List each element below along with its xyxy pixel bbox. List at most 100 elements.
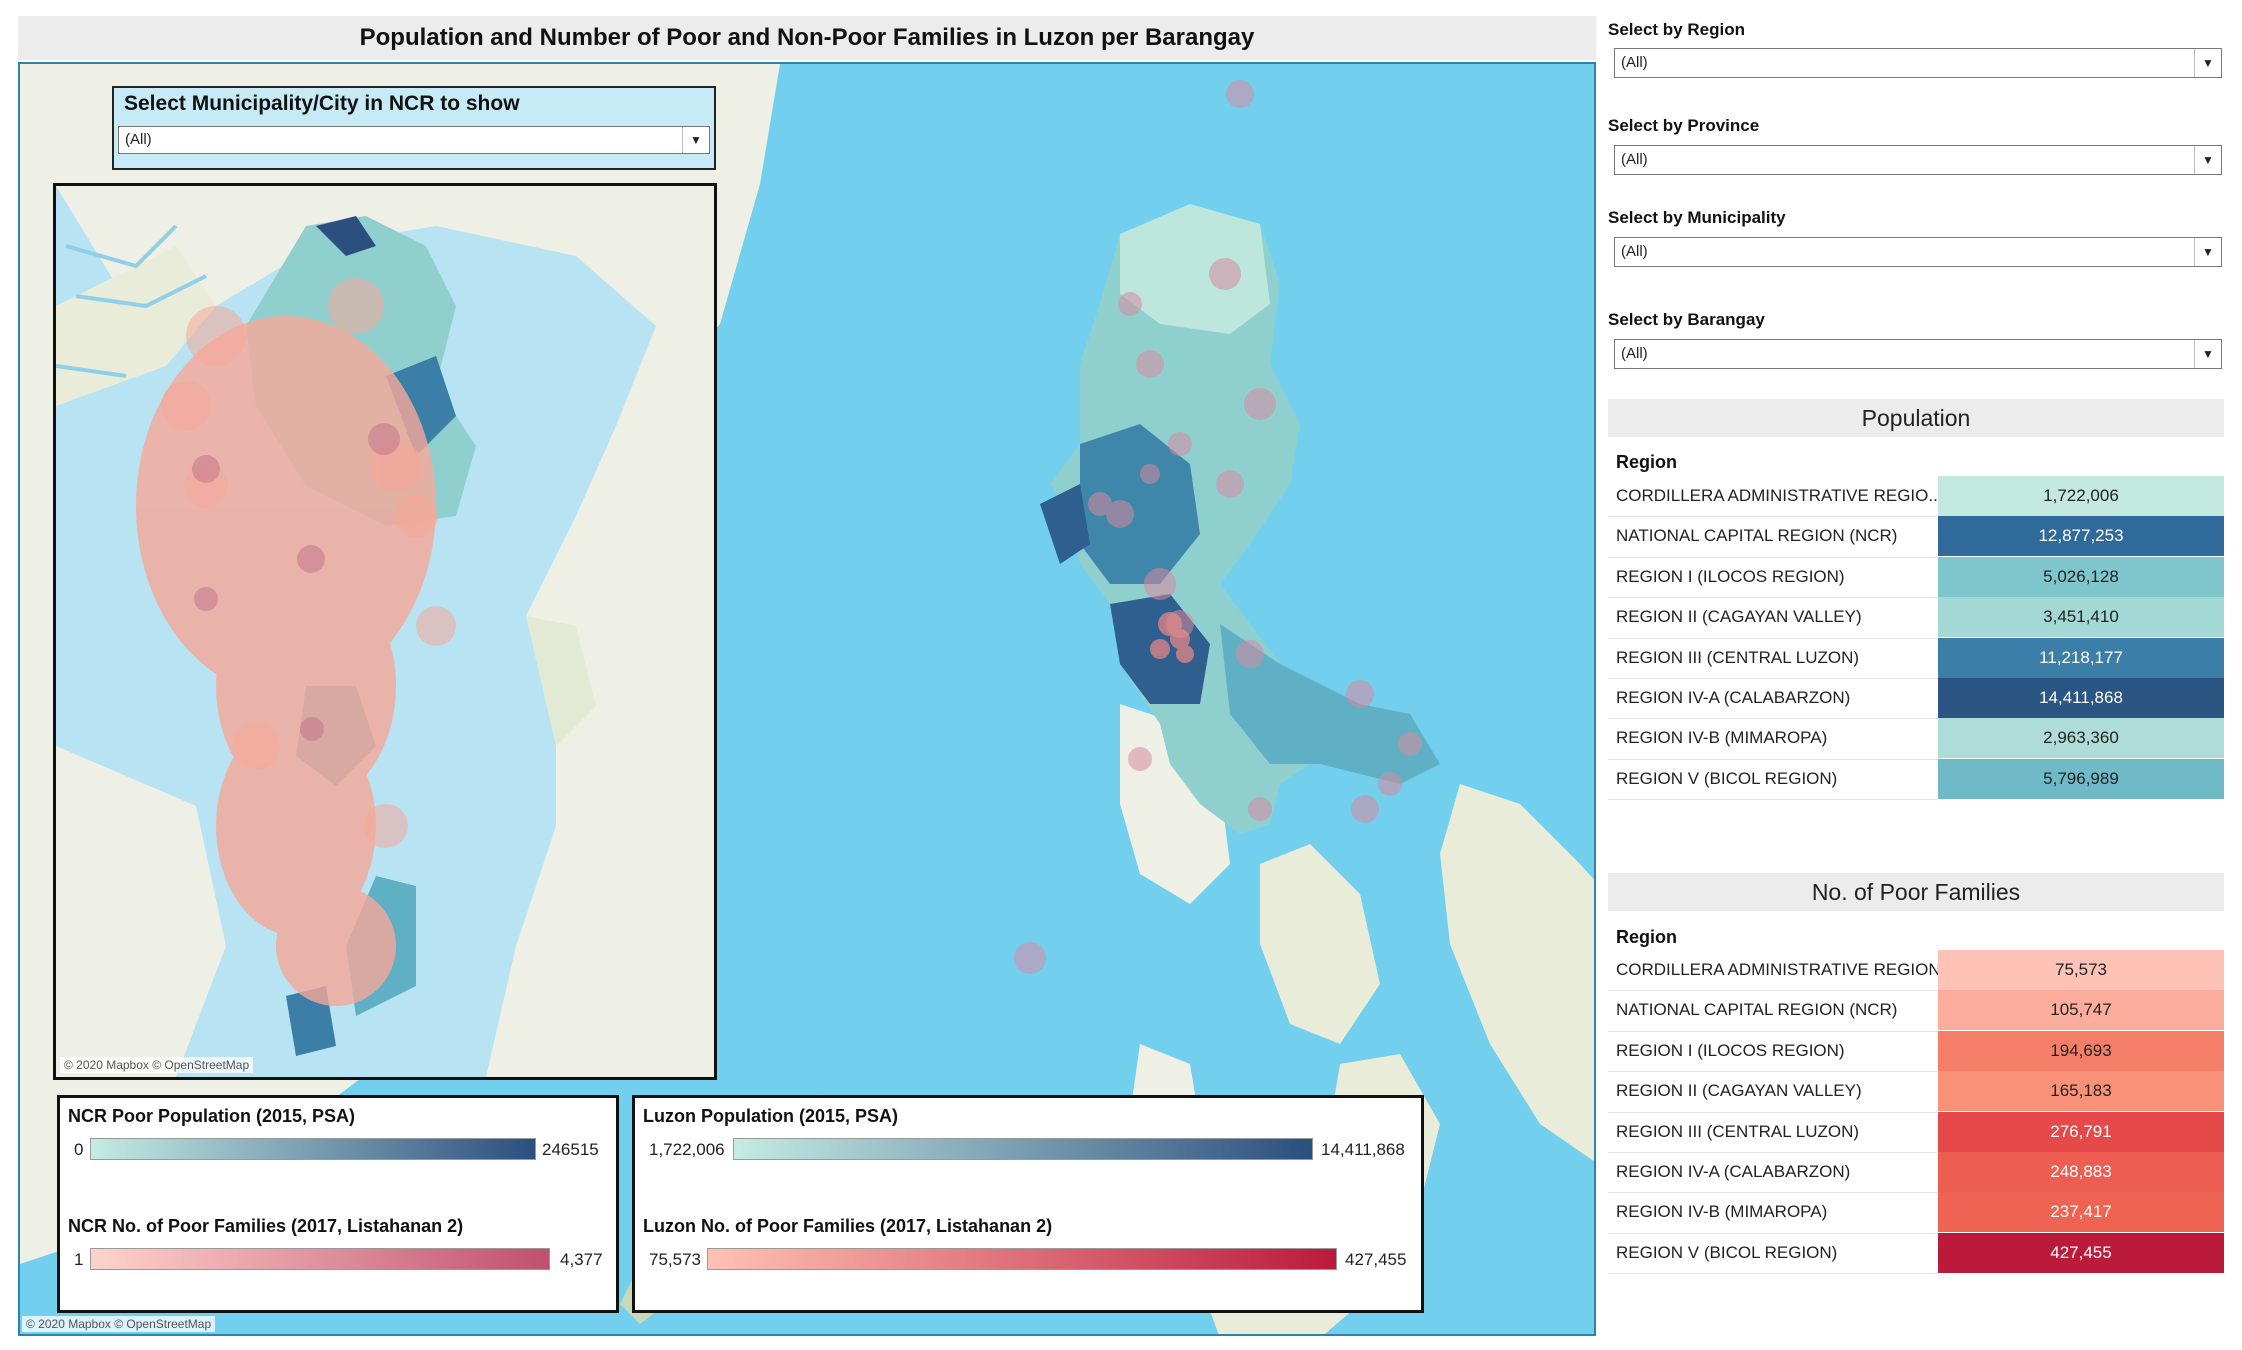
- table-row[interactable]: REGION IV-A (CALABARZON) 248,883: [1608, 1152, 2224, 1192]
- region-name: NATIONAL CAPITAL REGION (NCR): [1616, 1000, 1898, 1020]
- row-divider: [1608, 990, 1938, 992]
- population-table-title: Population: [1608, 399, 2224, 437]
- luzon-poor-gradient: [707, 1248, 1337, 1270]
- table-row[interactable]: REGION V (BICOL REGION) 5,796,989: [1608, 758, 2224, 799]
- region-name: REGION V (BICOL REGION): [1616, 1242, 1838, 1262]
- ncr-poor-legend-title: NCR No. of Poor Families (2017, Listahan…: [68, 1216, 464, 1236]
- row-divider: [1608, 1192, 1938, 1194]
- province-dropdown[interactable]: (All) ▼: [1614, 145, 2222, 175]
- table-row[interactable]: REGION V (BICOL REGION) 427,455: [1608, 1232, 2224, 1273]
- ncr-dropdown-value: (All): [125, 131, 152, 148]
- table-row[interactable]: NATIONAL CAPITAL REGION (NCR) 105,747: [1608, 990, 2224, 1031]
- poor-families-column-header: Region: [1616, 927, 1677, 947]
- luzon-poor-legend-title: Luzon No. of Poor Families (2017, Listah…: [643, 1216, 1053, 1236]
- region-name: REGION II (CAGAYAN VALLEY): [1616, 1081, 1862, 1101]
- region-name: REGION IV-B (MIMAROPA): [1616, 728, 1828, 748]
- chevron-down-icon[interactable]: ▼: [2194, 49, 2221, 77]
- table-row[interactable]: NATIONAL CAPITAL REGION (NCR) 12,877,253: [1608, 516, 2224, 557]
- value-cell: 427,455: [1938, 1232, 2224, 1273]
- table-row[interactable]: REGION III (CENTRAL LUZON) 11,218,177: [1608, 637, 2224, 678]
- chevron-down-icon[interactable]: ▼: [2194, 340, 2221, 368]
- row-divider: [1608, 1232, 1938, 1234]
- region-name: NATIONAL CAPITAL REGION (NCR): [1616, 526, 1898, 546]
- value-cell: 105,747: [1938, 990, 2224, 1031]
- table-row[interactable]: REGION I (ILOCOS REGION) 194,693: [1608, 1030, 2224, 1071]
- luzon-pop-legend-title: Luzon Population (2015, PSA): [643, 1106, 899, 1126]
- chevron-down-icon[interactable]: ▼: [682, 127, 709, 153]
- ncr-inset-map[interactable]: © 2020 Mapbox © OpenStreetMap: [53, 183, 717, 1080]
- row-divider: [1608, 1071, 1938, 1073]
- luzon-poor-legend-max: 427,455: [1345, 1250, 1407, 1269]
- row-divider: [1608, 556, 1938, 558]
- row-divider: [1608, 758, 1938, 760]
- table-row[interactable]: REGION IV-A (CALABARZON) 14,411,868: [1608, 678, 2224, 718]
- table-row[interactable]: REGION I (ILOCOS REGION) 5,026,128: [1608, 556, 2224, 597]
- value-cell: 5,026,128: [1938, 556, 2224, 597]
- row-divider: [1608, 1273, 1938, 1275]
- region-name: REGION IV-A (CALABARZON): [1616, 1162, 1851, 1181]
- table-row[interactable]: REGION IV-B (MIMAROPA) 2,963,360: [1608, 718, 2224, 759]
- row-divider: [1608, 1111, 1938, 1113]
- region-name: CORDILLERA ADMINISTRATIVE REGION..: [1616, 960, 1946, 979]
- table-row[interactable]: REGION IV-B (MIMAROPA) 237,417: [1608, 1192, 2224, 1233]
- region-name: CORDILLERA ADMINISTRATIVE REGIO..: [1616, 486, 1938, 505]
- ncr-poor-gradient: [90, 1248, 550, 1270]
- table-row[interactable]: REGION II (CAGAYAN VALLEY) 165,183: [1608, 1071, 2224, 1112]
- province-filter-label: Select by Province: [1608, 116, 1760, 135]
- ncr-filter-label: Select Municipality/City in NCR to show: [124, 92, 520, 115]
- ncr-legend: NCR Poor Population (2015, PSA) 0 246515…: [57, 1095, 619, 1313]
- table-row[interactable]: REGION III (CENTRAL LUZON) 276,791: [1608, 1111, 2224, 1152]
- ncr-inset-graphic: [56, 186, 714, 1077]
- row-divider: [1608, 637, 1938, 639]
- ncr-pop-gradient: [90, 1138, 536, 1160]
- region-name: REGION III (CENTRAL LUZON): [1616, 647, 1860, 667]
- barangay-dropdown[interactable]: (All) ▼: [1614, 339, 2222, 369]
- value-cell: 2,963,360: [1938, 718, 2224, 759]
- region-name: REGION I (ILOCOS REGION): [1616, 566, 1845, 586]
- row-divider: [1608, 799, 1938, 801]
- ncr-municipality-filter: Select Municipality/City in NCR to show …: [112, 86, 716, 170]
- luzon-pop-legend-min: 1,722,006: [649, 1140, 725, 1159]
- province-dropdown-value: (All): [1621, 151, 1648, 168]
- region-dropdown-value: (All): [1621, 54, 1648, 71]
- row-divider: [1608, 1030, 1938, 1032]
- region-filter-label: Select by Region: [1608, 20, 1745, 39]
- value-cell: 11,218,177: [1938, 637, 2224, 678]
- luzon-poor-legend-min: 75,573: [649, 1250, 701, 1269]
- luzon-pop-legend-max: 14,411,868: [1321, 1140, 1405, 1159]
- value-cell: 1,722,006: [1938, 476, 2224, 516]
- barangay-dropdown-value: (All): [1621, 345, 1648, 362]
- table-row[interactable]: REGION II (CAGAYAN VALLEY) 3,451,410: [1608, 597, 2224, 638]
- region-dropdown[interactable]: (All) ▼: [1614, 48, 2222, 78]
- table-row[interactable]: CORDILLERA ADMINISTRATIVE REGIO.. 1,722,0…: [1608, 476, 2224, 516]
- barangay-filter-label: Select by Barangay: [1608, 310, 1765, 329]
- row-divider: [1608, 516, 1938, 518]
- value-cell: 5,796,989: [1938, 758, 2224, 799]
- municipality-filter-label: Select by Municipality: [1608, 208, 1786, 227]
- value-cell: 14,411,868: [1938, 678, 2224, 718]
- region-name: REGION IV-B (MIMAROPA): [1616, 1202, 1828, 1222]
- map-attribution: © 2020 Mapbox © OpenStreetMap: [22, 1316, 216, 1332]
- region-name: REGION IV-A (CALABARZON): [1616, 688, 1851, 707]
- value-cell: 248,883: [1938, 1152, 2224, 1192]
- region-name: REGION III (CENTRAL LUZON): [1616, 1121, 1860, 1141]
- chevron-down-icon[interactable]: ▼: [2194, 238, 2221, 266]
- region-name: REGION I (ILOCOS REGION): [1616, 1040, 1845, 1060]
- ncr-pop-legend-title: NCR Poor Population (2015, PSA): [68, 1106, 356, 1126]
- luzon-legend: Luzon Population (2015, PSA) 1,722,006 1…: [632, 1095, 1424, 1313]
- municipality-dropdown[interactable]: (All) ▼: [1614, 237, 2222, 267]
- chevron-down-icon[interactable]: ▼: [2194, 146, 2221, 174]
- ncr-pop-legend-min: 0: [74, 1140, 84, 1159]
- ncr-poor-legend-min: 1: [74, 1250, 84, 1269]
- municipality-dropdown-value: (All): [1621, 243, 1648, 260]
- value-cell: 165,183: [1938, 1071, 2224, 1112]
- value-cell: 237,417: [1938, 1192, 2224, 1233]
- region-name: REGION V (BICOL REGION): [1616, 768, 1838, 788]
- region-name: REGION II (CAGAYAN VALLEY): [1616, 607, 1862, 627]
- inset-attribution: © 2020 Mapbox © OpenStreetMap: [60, 1057, 254, 1073]
- value-cell: 75,573: [1938, 950, 2224, 990]
- value-cell: 12,877,253: [1938, 516, 2224, 557]
- row-divider: [1608, 1152, 1938, 1153]
- ncr-municipality-dropdown[interactable]: (All) ▼: [118, 126, 710, 154]
- table-row[interactable]: CORDILLERA ADMINISTRATIVE REGION.. 75,573: [1608, 950, 2224, 990]
